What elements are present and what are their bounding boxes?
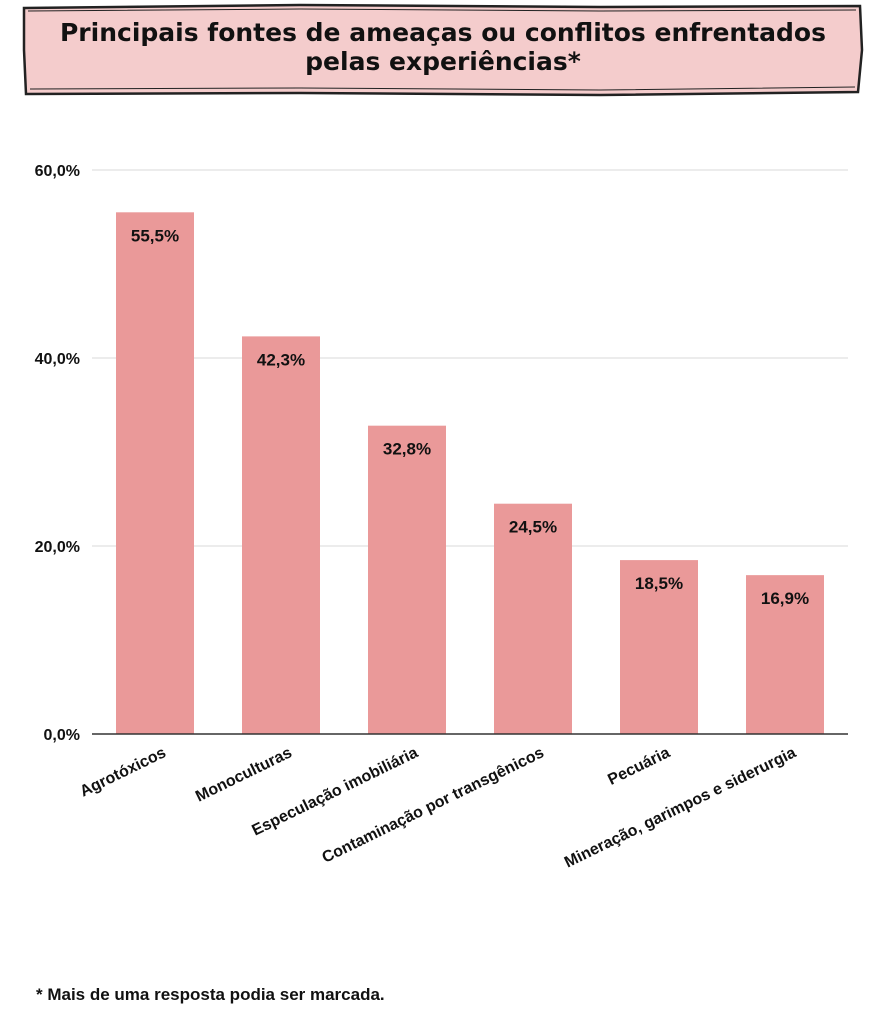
footnote: * Mais de uma resposta podia ser marcada… — [36, 985, 385, 1004]
data-label: 24,5% — [509, 518, 557, 537]
data-label: 55,5% — [131, 226, 179, 245]
x-tick-label: Mineração, garimpos e siderurgia — [562, 744, 799, 871]
x-tick-label: Monoculturas — [193, 744, 295, 805]
data-label: 32,8% — [383, 440, 431, 459]
y-tick-label: 20,0% — [35, 539, 80, 556]
x-tick-label: Pecuária — [605, 744, 673, 789]
chart-title-line-2: pelas experiências* — [305, 47, 581, 76]
bar — [368, 425, 446, 734]
data-label: 18,5% — [635, 574, 683, 593]
title-banner: Principais fontes de ameaças ou conflito… — [0, 0, 886, 100]
data-label: 16,9% — [761, 589, 809, 608]
bar — [116, 212, 194, 735]
bar-chart: 0,0% 20,0% 40,0% 60,0% 55,5% Agrotóxicos 42,3%… — [35, 163, 848, 871]
bar — [746, 575, 824, 734]
title-banner-background — [22, 3, 864, 97]
chart-title: Principais fontes de ameaças ou conflito… — [40, 18, 846, 76]
x-tick-label: Contaminação por transgênicos — [320, 744, 547, 867]
chart-title-line-1: Principais fontes de ameaças ou conflito… — [59, 18, 826, 47]
y-tick-label: 40,0% — [35, 351, 80, 368]
y-tick-label: 60,0% — [35, 163, 80, 180]
x-tick-label: Agrotóxicos — [77, 744, 168, 800]
bar — [242, 336, 320, 734]
y-tick-label: 0,0% — [44, 727, 80, 744]
bar — [494, 503, 572, 734]
bar — [620, 560, 698, 734]
data-label: 42,3% — [257, 350, 305, 369]
